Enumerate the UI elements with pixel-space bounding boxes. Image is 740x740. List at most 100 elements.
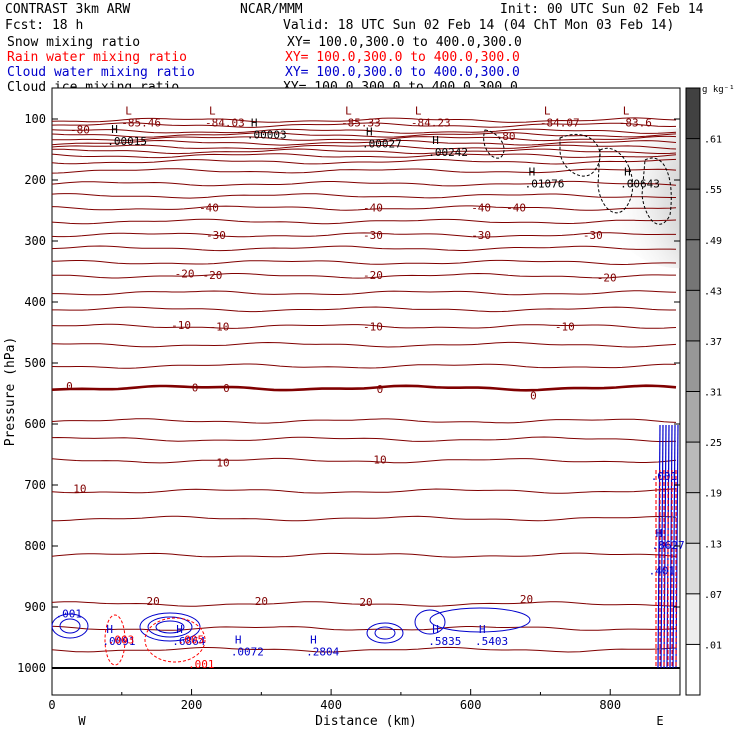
contour-label: 20 <box>359 596 372 609</box>
init-time: Init: 00 UTC Sun 02 Feb 14 <box>500 2 704 17</box>
field-snow-name: Snow mixing ratio <box>7 35 141 50</box>
cloud-water-contour <box>139 612 201 642</box>
isotherm-line <box>52 601 677 607</box>
extremum-letter: L <box>415 105 422 118</box>
contour-label: 0 <box>192 381 199 394</box>
mixing-ratio-label: .001 <box>651 470 678 483</box>
isotherm-line <box>52 144 677 150</box>
extremum-letter: H <box>310 634 317 647</box>
extremum-value: -84.23 <box>411 117 451 130</box>
colorbar-label: .49 <box>704 236 722 247</box>
endpoint-left: W <box>78 714 86 728</box>
title-center: NCAR/MMM <box>240 2 303 17</box>
contour-label: -40 <box>506 201 526 214</box>
plot-area: -80-80-40 -40 -40 -40-30 -30 -30 -30-20 -20 -20-… <box>3 87 685 729</box>
forecast-hour: Fcst: 18 h <box>5 18 84 33</box>
isotherm-line <box>52 153 677 159</box>
y-tick-label: 200 <box>24 173 46 187</box>
cloud-water-contour <box>657 424 661 669</box>
extremum-letter: H <box>529 166 536 179</box>
colorbar-label: .55 <box>704 185 722 196</box>
extremum-letter: H <box>656 527 663 540</box>
extremum-value: .00015 <box>107 135 147 148</box>
extremum-value: .0091 <box>102 635 135 648</box>
snow-contour <box>483 129 505 159</box>
snow-contour <box>597 147 634 214</box>
extremum-value: .01076 <box>525 178 565 191</box>
colorbar-label: .01 <box>704 640 722 651</box>
x-axis-label: Distance (km) <box>315 714 417 729</box>
extremum-value: -84.03 <box>205 117 245 130</box>
extremum-letter: H <box>176 623 183 636</box>
valid-time: Valid: 18 UTC Sun 02 Feb 14 (04 ChT Mon … <box>283 18 675 33</box>
extremum-letter: H <box>235 634 242 647</box>
isotherm-line <box>52 306 676 313</box>
rain-contour <box>104 614 126 666</box>
extremum-letter: H <box>624 166 631 179</box>
isotherm-line <box>52 272 676 279</box>
extremum-value: .0072 <box>231 646 264 659</box>
isotherm-line <box>52 148 677 155</box>
cloud-water-contour <box>660 424 664 669</box>
isotherm-line <box>52 488 677 494</box>
extremum-value: .8627 <box>652 539 685 552</box>
extremum-letter: H <box>432 623 439 636</box>
contour-label: 20 <box>147 595 160 608</box>
contour-label: -10 <box>555 320 575 333</box>
field-snow-xy: XY= 100.0,300.0 to 400.0,300.0 <box>287 35 522 50</box>
contour-label: -30 <box>471 229 491 242</box>
isotherm-line <box>52 646 677 653</box>
colorbar-segment <box>686 138 700 190</box>
isotherm-line <box>52 290 677 296</box>
contour-label: -30 <box>206 229 226 242</box>
contour-label: -30 <box>363 229 383 242</box>
extremum-value: -83.6 <box>619 117 652 130</box>
isotherm-line <box>52 232 676 238</box>
isotherm-line <box>52 341 677 348</box>
isotherm-line <box>52 139 677 146</box>
contour-label: -40 <box>471 201 491 214</box>
mixing-ratio-label: .001 <box>55 607 82 620</box>
isotherm-line <box>52 218 677 225</box>
colorbar-label: .43 <box>704 286 722 297</box>
extremum-letter: H <box>432 134 439 147</box>
x-tick-label: 800 <box>599 698 621 712</box>
extremum-value: .00003 <box>247 128 287 141</box>
contour-label: 0 <box>530 389 537 402</box>
cloud-water-contour <box>59 618 81 634</box>
colorbar-segment <box>686 88 700 139</box>
colorbar-label: .13 <box>704 539 722 550</box>
colorbar-segment <box>686 340 700 392</box>
isotherms <box>52 117 677 653</box>
extremum-value: -85.46 <box>121 117 161 130</box>
y-tick-label: 1000 <box>17 661 46 675</box>
contour-label: -30 <box>583 229 603 242</box>
field-cloudwater-xy: XY= 100.0,300.0 to 400.0,300.0 <box>285 65 520 80</box>
isotherm-line <box>52 117 677 123</box>
isotherm-line <box>52 384 677 392</box>
extremum-letter: L <box>345 105 352 118</box>
isotherm-line <box>52 205 677 211</box>
y-tick-label: 300 <box>24 234 46 248</box>
extremum-letter: H <box>251 116 258 129</box>
contour-label: 20 <box>520 593 533 606</box>
isotherm-line <box>52 259 677 266</box>
snow-contour <box>559 133 601 177</box>
colorbar-segment <box>686 391 700 443</box>
title-left: CONTRAST 3km ARW <box>5 2 131 17</box>
contour-label: -20 <box>175 267 195 280</box>
contour-label: -40 <box>199 201 219 214</box>
y-tick-label: 100 <box>24 112 46 126</box>
field-rain-xy: XY= 100.0,300.0 to 400.0,300.0 <box>285 50 520 65</box>
colorbar-label: .37 <box>704 337 722 348</box>
extremum-value: .6864 <box>172 635 205 648</box>
contour-label: -80 <box>70 123 90 136</box>
field-cloudwater-name: Cloud water mixing ratio <box>7 65 195 80</box>
mixing-ratio-label: .401 <box>649 565 676 578</box>
isotherm-line <box>52 363 677 369</box>
contour-label: 10 <box>216 456 229 469</box>
isotherm-line <box>52 625 677 631</box>
extremum-value: -85.33 <box>341 117 381 130</box>
x-tick-label: 200 <box>181 698 203 712</box>
